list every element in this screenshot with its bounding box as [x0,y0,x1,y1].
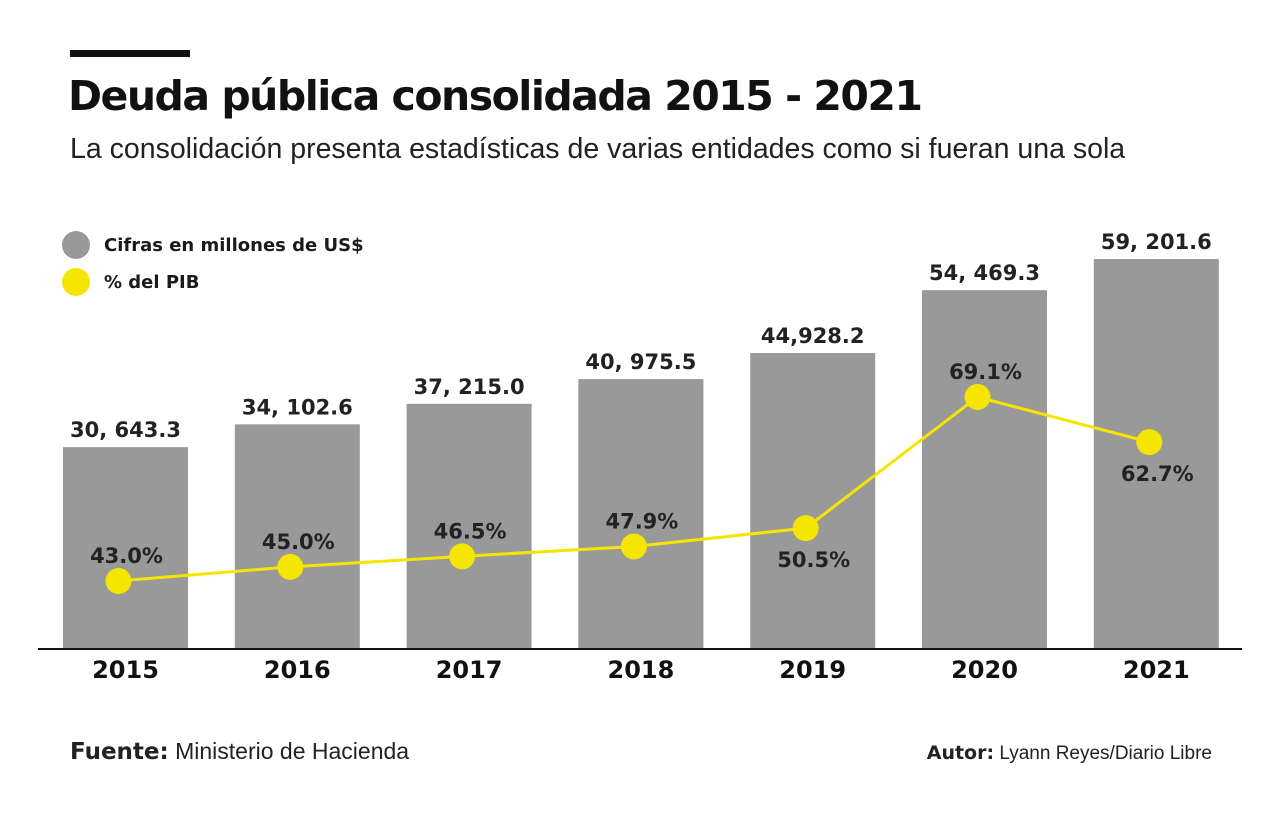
chart-title: Deuda pública consolidada 2015 - 2021 [68,72,923,120]
bar-2017 [406,403,532,649]
x-tick-label: 2021 [1123,656,1190,684]
chart-subtitle: La consolidación presenta estadísticas d… [70,133,1126,165]
x-tick-label: 2020 [951,656,1018,684]
author-text: Lyann Reyes/Diario Libre [999,743,1212,764]
legend-swatch-gray [62,231,90,259]
x-tick-label: 2019 [779,656,846,684]
bar-value-label: 34, 102.6 [242,395,353,419]
source-note: Fuente: Ministerio de Hacienda [70,738,409,765]
x-tick-label: 2018 [608,656,675,684]
pib-point-2020 [964,383,991,410]
pib-value-label: 47.9% [605,509,678,533]
pib-value-label: 50.5% [777,548,850,572]
pib-point-2016 [277,553,304,580]
legend-label: % del PIB [104,271,200,293]
source-text: Ministerio de Hacienda [175,738,410,764]
pib-point-2015 [105,568,132,594]
author-label: Autor: [926,742,995,764]
source-label: Fuente: [70,739,169,765]
bar-2019 [750,353,876,649]
bar-value-label: 54, 469.3 [929,261,1040,285]
pib-value-label: 69.1% [949,360,1022,384]
bar-value-label: 44,928.2 [761,324,865,348]
pib-value-label: 45.0% [262,530,335,554]
bar-value-label: 40, 975.5 [585,350,696,374]
pib-point-2019 [792,515,819,542]
bar-value-label: 30, 643.3 [70,418,181,442]
bar-2016 [234,424,360,649]
legend-item-line: % del PIB [62,268,199,296]
bar-2021 [1093,259,1219,649]
pib-value-label: 43.0% [90,544,163,568]
bar-2020 [922,290,1047,649]
pib-value-label: 62.7% [1121,462,1194,486]
x-tick-label: 2016 [264,656,331,684]
bar-value-label: 37, 215.0 [414,375,525,399]
x-tick-label: 2017 [436,656,503,684]
pib-point-2021 [1136,429,1163,456]
pib-point-2018 [620,533,647,560]
legend-item-bars: Cifras en millones de US$ [62,231,364,259]
x-tick-label: 2015 [92,656,159,684]
author-note: Autor: Lyann Reyes/Diario Libre [927,742,1212,765]
legend-label: Cifras en millones de US$ [104,234,364,256]
pib-value-label: 46.5% [434,519,507,543]
legend-swatch-yellow [62,268,90,296]
bar-value-label: 59, 201.6 [1101,230,1212,254]
pib-point-2017 [449,543,476,570]
bar-2015 [63,447,188,649]
title-accent-bar [70,50,190,57]
bar-2018 [578,379,704,649]
